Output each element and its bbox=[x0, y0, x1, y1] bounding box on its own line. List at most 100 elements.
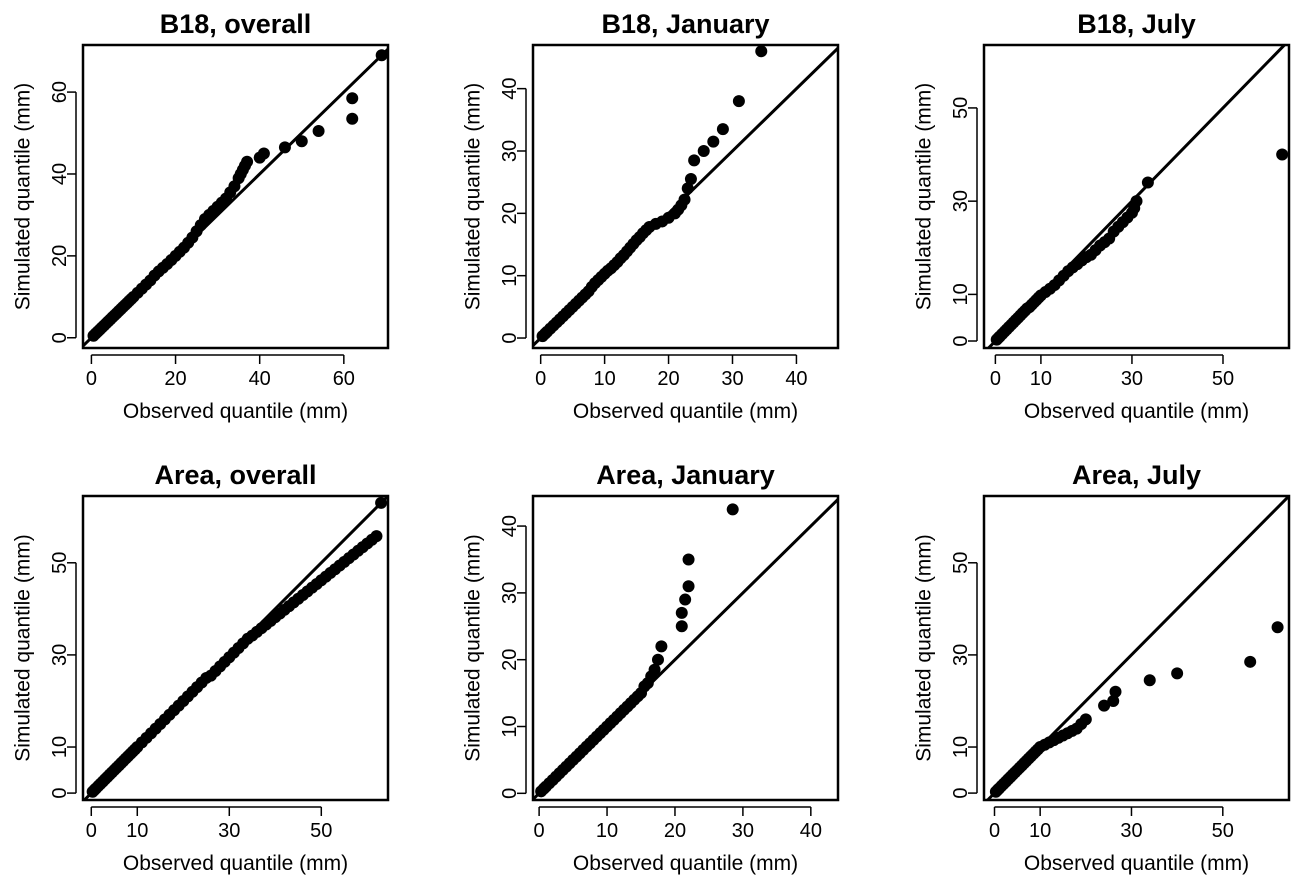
y-axis-label: Simulated quantile (mm) bbox=[462, 83, 485, 311]
y-tick-label: 30 bbox=[950, 644, 972, 666]
x-tick-label: 0 bbox=[535, 368, 546, 390]
y-tick-label: 20 bbox=[49, 245, 71, 267]
data-point bbox=[1109, 685, 1122, 698]
y-tick-label: 10 bbox=[499, 265, 521, 287]
y-tick-label: 30 bbox=[49, 644, 71, 666]
x-tick-label: 40 bbox=[785, 368, 807, 390]
data-point bbox=[278, 141, 291, 154]
x-tick-label: 30 bbox=[218, 820, 240, 842]
data-point bbox=[684, 173, 697, 186]
y-tick-label: 0 bbox=[499, 332, 521, 343]
x-tick-label: 10 bbox=[596, 820, 618, 842]
qq-panel-6: 0 10 30 50 0 10 30 50 Area, July Observed quantil… bbox=[913, 460, 1291, 875]
data-point bbox=[346, 92, 359, 105]
plot-frame bbox=[531, 494, 840, 802]
data-point bbox=[675, 620, 688, 633]
data-point bbox=[655, 640, 668, 653]
panel-title: Area, July bbox=[1072, 460, 1201, 490]
data-point bbox=[346, 112, 359, 125]
x-tick-label: 0 bbox=[989, 820, 1000, 842]
data-point bbox=[679, 593, 692, 606]
data-point bbox=[241, 155, 254, 168]
data-point bbox=[1141, 176, 1154, 189]
y-tick-label: 10 bbox=[950, 283, 972, 305]
panel-title: Area, January bbox=[596, 460, 775, 490]
x-tick-label: 10 bbox=[1029, 820, 1051, 842]
y-tick-label: 50 bbox=[950, 552, 972, 574]
y-axis-label: Simulated quantile (mm) bbox=[12, 534, 35, 762]
x-tick-label: 30 bbox=[721, 368, 743, 390]
x-tick-label: 10 bbox=[593, 368, 615, 390]
panel-title: Area, overall bbox=[154, 460, 316, 490]
y-tick-label: 10 bbox=[499, 715, 521, 737]
x-tick-label: 0 bbox=[990, 368, 1001, 390]
y-axis-label: Simulated quantile (mm) bbox=[913, 83, 936, 311]
data-point bbox=[707, 135, 720, 148]
plot-frame bbox=[982, 43, 1291, 350]
panel-title: B18, January bbox=[601, 9, 769, 39]
x-tick-label: 30 bbox=[1121, 368, 1143, 390]
data-point bbox=[1271, 621, 1284, 634]
x-tick-label: 0 bbox=[86, 820, 97, 842]
data-point bbox=[678, 193, 691, 206]
qq-panel-2: 0 10 20 30 40 0 10 20 30 40 B18, January Observed q… bbox=[462, 9, 840, 423]
data-point bbox=[1130, 195, 1143, 208]
data-point bbox=[370, 530, 383, 543]
y-tick-label: 20 bbox=[499, 649, 521, 671]
qq-panel-1: 0 20 40 60 0 20 40 60 B18, overall Observed quant… bbox=[12, 9, 390, 423]
qq-panel-4: 0 10 30 50 0 10 30 50 Area, overall Observed quan… bbox=[12, 460, 390, 875]
data-point bbox=[732, 95, 745, 108]
x-tick-label: 50 bbox=[1212, 368, 1234, 390]
data-point bbox=[1276, 148, 1289, 161]
x-tick-label: 50 bbox=[1212, 820, 1234, 842]
y-tick-label: 30 bbox=[499, 582, 521, 604]
y-axis-label: Simulated quantile (mm) bbox=[12, 83, 35, 311]
data-point bbox=[1107, 694, 1120, 707]
data-point bbox=[1171, 667, 1184, 680]
y-tick-label: 30 bbox=[950, 190, 972, 212]
y-tick-label: 40 bbox=[499, 515, 521, 537]
data-point bbox=[295, 135, 308, 148]
x-tick-label: 10 bbox=[1030, 368, 1052, 390]
x-axis-label: Observed quantile (mm) bbox=[123, 852, 348, 875]
x-tick-label: 0 bbox=[86, 368, 97, 390]
points bbox=[87, 49, 388, 342]
x-tick-label: 20 bbox=[664, 820, 686, 842]
y-tick-label: 50 bbox=[49, 552, 71, 574]
data-point bbox=[675, 606, 688, 619]
x-tick-label: 60 bbox=[333, 368, 355, 390]
x-tick-label: 40 bbox=[249, 368, 271, 390]
y-tick-label: 10 bbox=[49, 736, 71, 758]
y-tick-label: 40 bbox=[49, 163, 71, 185]
data-point bbox=[755, 45, 768, 58]
data-point bbox=[682, 580, 695, 593]
data-point bbox=[375, 496, 388, 509]
x-tick-label: 40 bbox=[800, 820, 822, 842]
y-tick-label: 0 bbox=[950, 335, 972, 346]
x-tick-label: 30 bbox=[1120, 820, 1142, 842]
x-tick-label: 0 bbox=[534, 820, 545, 842]
y-tick-label: 10 bbox=[950, 736, 972, 758]
x-tick-label: 30 bbox=[732, 820, 754, 842]
x-tick-label: 50 bbox=[310, 820, 332, 842]
x-tick-label: 20 bbox=[657, 368, 679, 390]
qq-panel-3: 0 10 30 50 0 10 30 50 B18, July Observed quantile… bbox=[913, 9, 1291, 423]
plot-frame bbox=[81, 494, 390, 802]
data-point bbox=[1079, 713, 1092, 726]
points bbox=[989, 621, 1284, 798]
x-axis-label: Observed quantile (mm) bbox=[123, 400, 348, 423]
data-point bbox=[1098, 699, 1111, 712]
data-point bbox=[375, 49, 388, 62]
y-tick-label: 0 bbox=[499, 788, 521, 799]
data-point bbox=[688, 154, 701, 167]
data-point bbox=[1244, 655, 1257, 668]
points bbox=[86, 496, 388, 798]
data-point bbox=[1143, 674, 1156, 687]
y-tick-label: 50 bbox=[950, 97, 972, 119]
y-axis-label: Simulated quantile (mm) bbox=[913, 534, 936, 762]
plot-frame bbox=[81, 43, 390, 350]
points bbox=[990, 148, 1289, 346]
data-point bbox=[716, 123, 729, 136]
y-tick-label: 30 bbox=[499, 140, 521, 162]
